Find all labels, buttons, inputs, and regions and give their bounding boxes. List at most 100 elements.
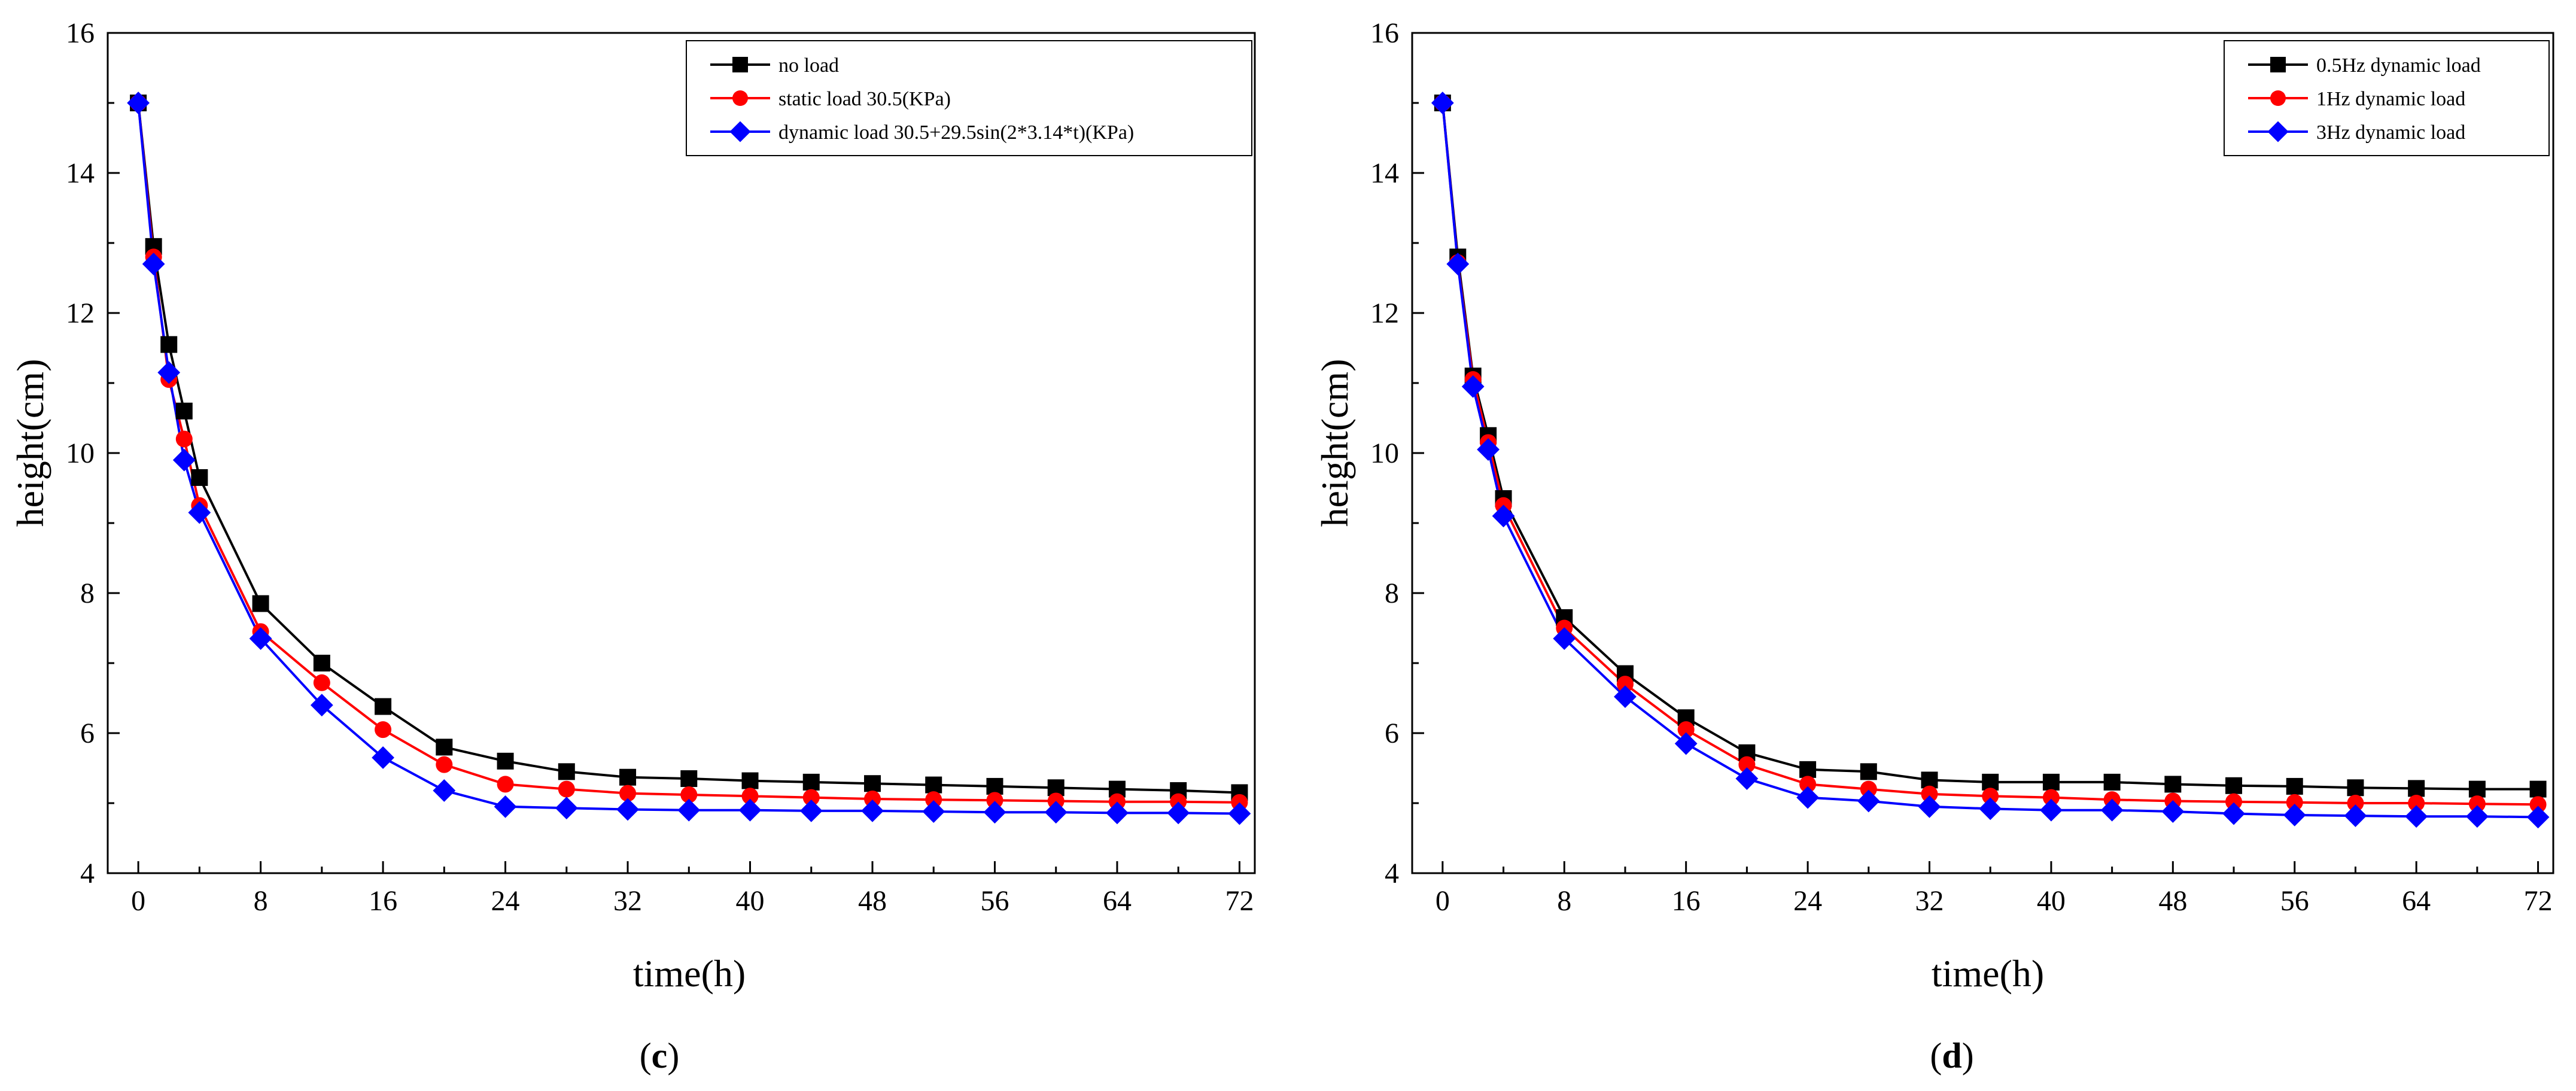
data-point-series-2	[1982, 788, 1999, 805]
legend-marker-1	[732, 57, 748, 72]
data-point-series-2	[1921, 785, 1938, 803]
x-tick-label: 56	[980, 885, 1009, 917]
data-point-series-2	[2408, 795, 2425, 812]
data-point-series-3	[1461, 375, 1485, 398]
series-line-2	[137, 102, 1240, 804]
data-point-series-3	[1674, 732, 1698, 755]
plot-area-border	[1411, 32, 2554, 874]
data-point-series-2	[1860, 780, 1877, 798]
caption-open-paren: (	[640, 1036, 652, 1075]
x-tick-label: 40	[2037, 885, 2066, 917]
data-point-series-2	[2225, 793, 2243, 810]
data-point-series-3	[2283, 803, 2306, 826]
data-point-series-3	[372, 746, 394, 769]
x-tick-label: 8	[1557, 885, 1571, 917]
x-tick-label: 0	[1435, 885, 1450, 917]
data-point-series-3	[1167, 801, 1190, 825]
data-point-series-3	[127, 92, 150, 114]
series-line-1	[137, 102, 1240, 794]
series-lines	[1441, 102, 2538, 819]
series-line-3	[137, 102, 1240, 815]
data-point-series-2	[1677, 721, 1695, 739]
data-point-series-3	[2222, 802, 2245, 825]
tick-marks	[108, 32, 1240, 874]
data-point-series-1	[680, 770, 698, 788]
x-tick-label: 16	[1672, 885, 1701, 917]
data-point-series-1	[925, 776, 942, 794]
data-point-series-3	[2405, 805, 2428, 828]
y-tick-label: 4	[80, 858, 95, 889]
caption-letter: c	[652, 1036, 668, 1075]
legend-marker-2	[2270, 90, 2286, 106]
data-point-series-3	[1614, 685, 1637, 709]
legend-marker-1	[2270, 57, 2286, 72]
data-point-series-1	[175, 402, 193, 420]
x-tick-label: 16	[369, 885, 397, 917]
data-point-series-1	[741, 772, 759, 789]
series-markers	[127, 92, 1251, 825]
series-markers	[1431, 92, 2550, 829]
data-point-series-3	[310, 694, 333, 717]
data-point-series-1	[2225, 777, 2243, 794]
data-point-series-1	[2468, 780, 2486, 798]
data-point-series-3	[2040, 798, 2063, 822]
data-point-series-1	[558, 763, 575, 780]
x-tick-label: 24	[491, 885, 520, 917]
data-point-series-3	[1106, 801, 1129, 825]
x-axis-title: time(h)	[633, 952, 746, 995]
data-point-series-1	[1799, 761, 1817, 778]
x-tick-label: 56	[2280, 885, 2309, 917]
y-axis-title: height(cm)	[1313, 359, 1356, 527]
data-point-series-1	[2042, 773, 2060, 791]
data-point-series-3	[188, 501, 211, 524]
y-tick-label: 12	[66, 297, 95, 329]
data-point-series-3	[861, 799, 884, 822]
chart-panel-d: 0 8 16 24 32 40 48 56 64 72 4 6 8 10 12 14 16 height(cm)…	[1313, 17, 2554, 1075]
legend-label-1: no load	[778, 54, 839, 77]
data-point-series-2	[2286, 794, 2303, 811]
data-point-series-2	[864, 790, 881, 807]
data-point-series-2	[2347, 795, 2364, 812]
x-tick-label: 72	[1225, 885, 1254, 917]
legend: 0.5Hz dynamic load 1Hz dynamic load 3Hz dy…	[2224, 40, 2550, 156]
series-line-3	[1441, 102, 2538, 819]
legend-label-2: 1Hz dynamic load	[2316, 88, 2465, 110]
data-point-series-2	[741, 788, 759, 805]
data-point-series-2	[2042, 789, 2060, 806]
axes-frame	[107, 32, 1256, 874]
data-point-series-1	[1860, 763, 1877, 780]
tick-marks	[1412, 32, 2539, 874]
y-tick-label: 10	[66, 437, 95, 469]
x-tick-label: 32	[1915, 885, 1944, 917]
axes-frame	[1411, 32, 2554, 874]
y-tick-label: 12	[1370, 297, 1399, 329]
data-point-series-1	[497, 752, 514, 770]
data-point-series-3	[1857, 789, 1880, 813]
data-point-series-3	[1796, 786, 1819, 809]
legend-box	[686, 40, 1252, 156]
data-point-series-1	[864, 775, 881, 792]
data-point-series-3	[2161, 800, 2185, 823]
data-point-series-3	[738, 798, 762, 822]
data-point-series-3	[2465, 805, 2489, 828]
x-tick-label: 40	[736, 885, 765, 917]
series-line-1	[1441, 102, 2538, 791]
data-point-series-3	[555, 797, 578, 820]
y-tick-label: 8	[1385, 578, 1399, 609]
plot-area-border	[107, 32, 1256, 874]
series-line-2	[1441, 102, 2538, 806]
data-point-series-3	[922, 800, 945, 823]
panel-caption-c: (c)	[640, 1036, 680, 1075]
data-point-series-1	[802, 773, 820, 791]
x-tick-label: 64	[2402, 885, 2431, 917]
y-axis-title: height(cm)	[9, 359, 51, 527]
legend-label-1: 0.5Hz dynamic load	[2316, 54, 2481, 77]
caption-open-paren: (	[1930, 1036, 1942, 1075]
data-point-series-2	[1616, 676, 1634, 693]
data-point-series-3	[249, 627, 272, 650]
data-point-series-3	[1979, 797, 2002, 820]
legend-marker-3	[2267, 121, 2289, 142]
data-point-series-3	[433, 779, 456, 802]
data-point-series-3	[157, 361, 181, 384]
caption-close-paren: )	[1962, 1036, 1974, 1075]
